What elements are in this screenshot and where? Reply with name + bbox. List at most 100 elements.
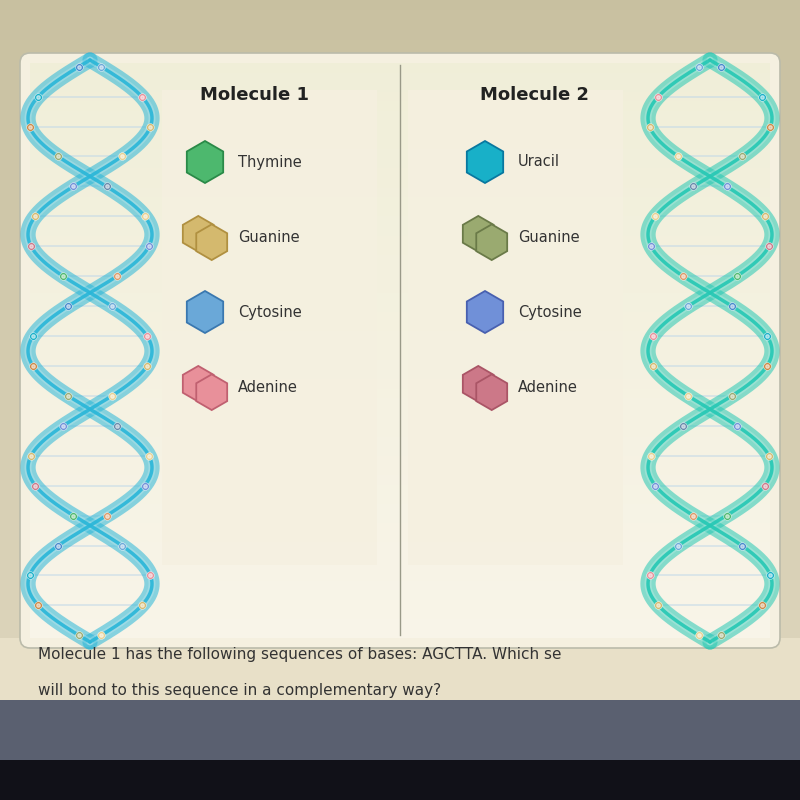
Polygon shape — [463, 216, 494, 252]
Bar — [0, 520, 800, 530]
Bar — [30, 427, 770, 437]
Bar — [30, 121, 770, 130]
Bar — [30, 140, 770, 150]
Bar — [30, 73, 770, 82]
Bar — [0, 700, 800, 762]
Polygon shape — [187, 141, 223, 183]
Bar — [30, 350, 770, 360]
Bar — [0, 20, 800, 30]
Bar — [30, 514, 770, 523]
Bar — [0, 630, 800, 640]
Bar — [0, 680, 800, 690]
Bar — [30, 475, 770, 485]
Bar — [0, 330, 800, 340]
Bar — [0, 560, 800, 570]
Bar — [30, 341, 770, 350]
Bar — [0, 160, 800, 170]
Text: Adenine: Adenine — [238, 381, 298, 395]
Bar — [30, 216, 770, 226]
Bar — [30, 302, 770, 312]
Bar — [0, 300, 800, 310]
Bar — [30, 169, 770, 178]
Bar — [30, 150, 770, 159]
Text: Thymine: Thymine — [238, 154, 302, 170]
Bar — [0, 210, 800, 220]
Bar — [30, 571, 770, 581]
Bar — [0, 450, 800, 460]
Bar — [0, 280, 800, 290]
Bar — [0, 610, 800, 620]
Bar — [30, 408, 770, 418]
Bar — [0, 470, 800, 480]
Bar — [0, 320, 800, 330]
Bar — [0, 570, 800, 580]
Bar — [0, 550, 800, 560]
FancyBboxPatch shape — [20, 53, 780, 648]
Text: Molecule 1: Molecule 1 — [201, 86, 310, 104]
Bar — [0, 140, 800, 150]
Bar — [0, 310, 800, 320]
Polygon shape — [187, 291, 223, 333]
Bar — [30, 235, 770, 245]
Text: Molecule 1 has the following sequences of bases: AGCTTA. Which se: Molecule 1 has the following sequences o… — [38, 647, 562, 662]
Bar — [0, 640, 800, 650]
Bar — [0, 750, 800, 760]
Polygon shape — [476, 374, 507, 410]
Text: Guanine: Guanine — [238, 230, 300, 246]
Bar — [30, 466, 770, 475]
Bar — [30, 485, 770, 494]
Bar — [30, 360, 770, 370]
Bar — [30, 600, 770, 610]
Bar — [0, 720, 800, 730]
Bar — [0, 760, 800, 770]
Bar — [30, 552, 770, 562]
Bar — [0, 660, 800, 670]
Bar — [30, 504, 770, 514]
Bar — [30, 418, 770, 427]
Bar — [0, 220, 800, 230]
Bar — [0, 690, 800, 700]
Bar — [0, 190, 800, 200]
Bar — [0, 650, 800, 660]
Bar — [0, 100, 800, 110]
Bar — [0, 170, 800, 180]
Bar — [30, 274, 770, 283]
Polygon shape — [196, 374, 227, 410]
Bar — [30, 610, 770, 619]
Bar — [0, 730, 800, 740]
Bar — [0, 70, 800, 80]
Bar — [0, 500, 800, 510]
Bar — [30, 178, 770, 187]
Bar — [30, 590, 770, 600]
Bar — [0, 80, 800, 90]
Bar — [0, 638, 800, 700]
Text: Cytosine: Cytosine — [238, 305, 302, 319]
Bar — [0, 740, 800, 750]
Bar — [30, 437, 770, 446]
Bar — [0, 770, 800, 780]
Bar — [30, 283, 770, 293]
Bar — [0, 130, 800, 140]
Bar — [0, 260, 800, 270]
Bar — [0, 40, 800, 50]
Bar — [0, 120, 800, 130]
Bar — [30, 111, 770, 121]
Bar — [30, 446, 770, 456]
Bar — [0, 790, 800, 800]
Bar — [30, 130, 770, 140]
Bar — [30, 389, 770, 398]
FancyBboxPatch shape — [162, 90, 377, 565]
Bar — [0, 430, 800, 440]
Text: Guanine: Guanine — [518, 230, 580, 246]
Bar — [30, 312, 770, 322]
Bar — [0, 200, 800, 210]
Polygon shape — [463, 366, 494, 402]
Bar — [30, 197, 770, 206]
Polygon shape — [467, 141, 503, 183]
Bar — [0, 700, 800, 710]
Text: Adenine: Adenine — [518, 381, 578, 395]
Bar — [0, 590, 800, 600]
Bar — [30, 370, 770, 379]
Bar — [30, 245, 770, 254]
Polygon shape — [467, 291, 503, 333]
